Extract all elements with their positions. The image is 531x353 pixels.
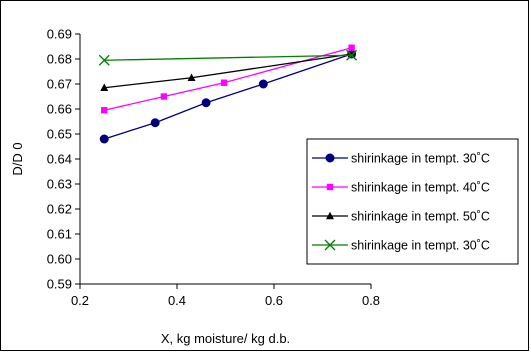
y-tick-label: 0.64 [47,152,72,167]
y-tick-label: 0.59 [47,277,72,292]
y-tick-label: 0.60 [47,252,72,267]
x-tick-label: 0.8 [362,293,380,308]
legend-item: shirinkage in tempt. 40˚C [312,181,490,195]
x-tick-label: 0.4 [168,293,186,308]
y-tick-label: 0.63 [47,177,72,192]
series-1 [99,49,357,144]
data-point [346,49,358,61]
legend-marker [324,239,336,251]
legend-label: shirinkage in tempt. 50˚C [351,210,490,224]
data-point [258,79,268,89]
y-tick-label: 0.66 [47,102,72,117]
data-point [201,98,211,108]
x-tick-label: 0.6 [265,293,283,308]
data-point [187,73,196,81]
data-point [99,134,109,144]
legend-item: shirinkage in tempt. 30˚C [312,239,490,253]
legend-label: shirinkage in tempt. 30˚C [351,152,490,166]
series-4 [98,49,358,66]
x-axis-title: X, kg moisture/ kg d.b. [161,331,290,346]
y-tick-label: 0.67 [47,77,72,92]
legend-label: shirinkage in tempt. 40˚C [351,181,490,195]
series-line [104,53,352,140]
y-tick-label: 0.61 [47,227,72,242]
legend: shirinkage in tempt. 30˚C shirinkage in t… [306,138,519,265]
series-line [104,47,352,111]
y-tick-label: 0.69 [47,27,72,42]
y-axis-title: D/D 0 [10,142,25,175]
legend-item: shirinkage in tempt. 30˚C [312,152,490,166]
data-point [101,107,108,114]
legend-item: shirinkage in tempt. 50˚C [312,210,490,224]
series-2 [101,44,355,114]
data-point [220,79,228,86]
y-tick-labels: 0.59 0.60 0.61 0.62 0.63 0.64 0.65 0.66 0.67 0.68… [47,27,72,292]
legend-marker [326,211,334,220]
series-line [104,54,352,61]
x-tick-labels: 0.2 0.4 0.6 0.8 [71,293,380,308]
axes [75,33,372,289]
legend-marker [325,153,335,163]
series-layer [98,44,358,144]
x-tick-label: 0.2 [71,293,89,308]
y-tick-label: 0.62 [47,202,72,217]
data-point [348,44,355,51]
data-point [98,54,110,66]
y-tick-label: 0.68 [47,52,72,67]
data-point [150,118,160,128]
legend-marker [326,183,334,191]
legend-label: shirinkage in tempt. 30˚C [351,239,490,253]
y-tick-label: 0.65 [47,127,72,142]
data-point [160,93,168,100]
data-point [100,83,109,91]
legend-box [306,138,519,265]
